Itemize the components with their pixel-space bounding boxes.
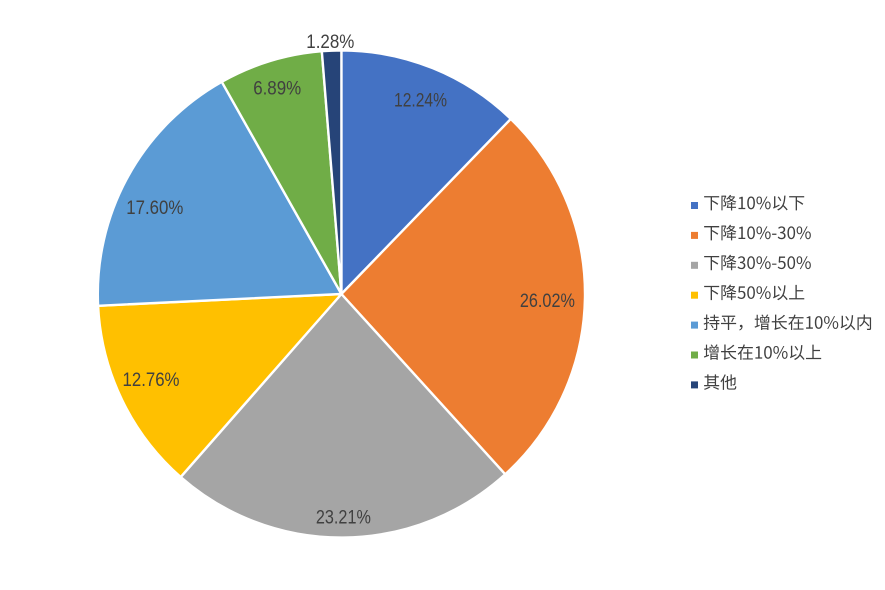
svg-text:1.28%: 1.28%: [306, 31, 354, 53]
svg-text:12.76%: 12.76%: [123, 369, 180, 391]
svg-text:23.21%: 23.21%: [316, 507, 371, 529]
svg-text:12.24%: 12.24%: [394, 90, 447, 112]
svg-text:6.89%: 6.89%: [253, 78, 301, 100]
svg-text:26.02%: 26.02%: [520, 290, 575, 312]
svg-text:17.60%: 17.60%: [126, 197, 183, 219]
